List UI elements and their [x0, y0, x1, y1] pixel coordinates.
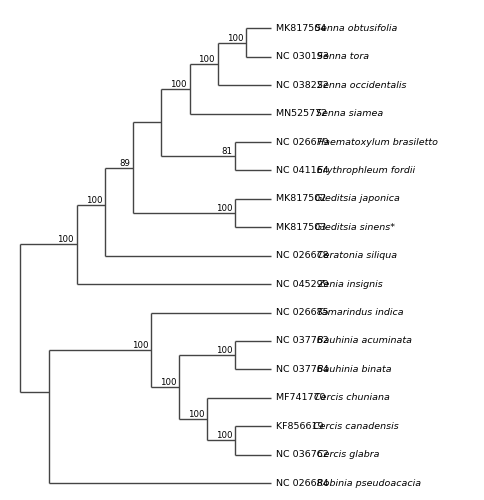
Text: 100: 100: [216, 346, 232, 355]
Text: MK817504: MK817504: [275, 24, 329, 33]
Text: NC 030193: NC 030193: [275, 52, 331, 62]
Text: NC 038222: NC 038222: [275, 80, 331, 90]
Text: NC 026685: NC 026685: [275, 308, 331, 317]
Text: Tamarindus indica: Tamarindus indica: [316, 308, 403, 317]
Text: 81: 81: [221, 147, 232, 156]
Text: NC 041164: NC 041164: [275, 166, 331, 175]
Text: 100: 100: [159, 378, 176, 387]
Text: KF856619: KF856619: [275, 422, 326, 430]
Text: NC 045299: NC 045299: [275, 280, 331, 288]
Text: Senna occidentalis: Senna occidentalis: [316, 80, 406, 90]
Text: MN525772: MN525772: [275, 109, 330, 118]
Text: MF741770: MF741770: [275, 394, 328, 402]
Text: MK817503: MK817503: [275, 223, 329, 232]
Text: 89: 89: [119, 159, 130, 168]
Text: 100: 100: [170, 80, 186, 88]
Text: NC 026679: NC 026679: [275, 138, 331, 146]
Text: Senna siamea: Senna siamea: [315, 109, 382, 118]
Text: Zenia insignis: Zenia insignis: [316, 280, 382, 288]
Text: Robinia pseudoacacia: Robinia pseudoacacia: [316, 478, 420, 488]
Text: 100: 100: [187, 410, 204, 419]
Text: 100: 100: [216, 204, 232, 213]
Text: NC 037764: NC 037764: [275, 365, 331, 374]
Text: Cercis chuniana: Cercis chuniana: [314, 394, 390, 402]
Text: NC 037762: NC 037762: [275, 336, 331, 345]
Text: Haematoxylum brasiletto: Haematoxylum brasiletto: [316, 138, 437, 146]
Text: 100: 100: [86, 196, 102, 204]
Text: Erythrophleum fordii: Erythrophleum fordii: [316, 166, 414, 175]
Text: Ceratonia siliqua: Ceratonia siliqua: [316, 251, 396, 260]
Text: Cercis canadensis: Cercis canadensis: [312, 422, 398, 430]
Text: NC 026684: NC 026684: [275, 478, 331, 488]
Text: 100: 100: [58, 236, 74, 244]
Text: MK817502: MK817502: [275, 194, 329, 203]
Text: 100: 100: [131, 341, 148, 350]
Text: NC 036762: NC 036762: [275, 450, 331, 459]
Text: Senna obtusifolia: Senna obtusifolia: [314, 24, 396, 33]
Text: 100: 100: [226, 34, 242, 42]
Text: Bauhinia acuminata: Bauhinia acuminata: [316, 336, 411, 345]
Text: Gleditsia japonica: Gleditsia japonica: [314, 194, 399, 203]
Text: NC 026678: NC 026678: [275, 251, 331, 260]
Text: Cercis glabra: Cercis glabra: [316, 450, 378, 459]
Text: Gleditsia sinens*: Gleditsia sinens*: [315, 223, 394, 232]
Text: Senna tora: Senna tora: [316, 52, 368, 62]
Text: 100: 100: [216, 432, 232, 440]
Text: 100: 100: [198, 55, 214, 64]
Text: Bauhinia binata: Bauhinia binata: [316, 365, 391, 374]
